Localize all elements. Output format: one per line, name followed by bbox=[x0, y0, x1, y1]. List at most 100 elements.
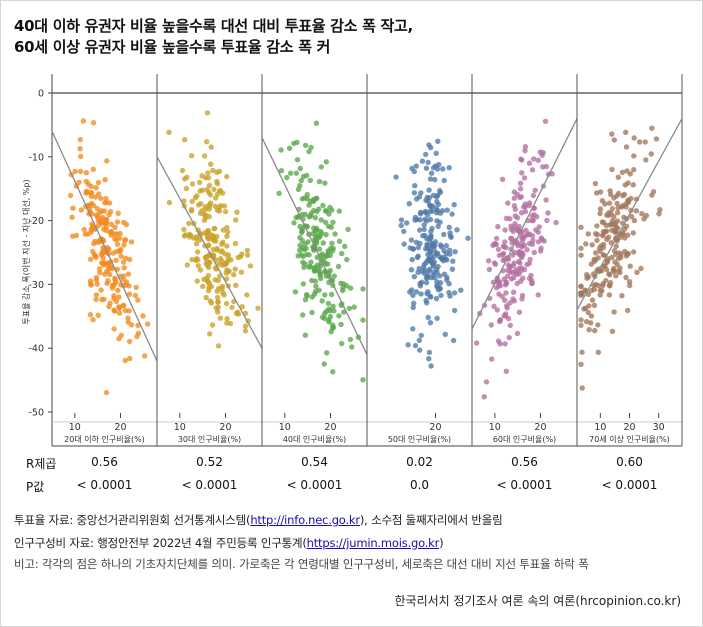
data-point bbox=[424, 242, 430, 248]
x-tick-label: 20 bbox=[219, 422, 231, 433]
data-point bbox=[499, 176, 506, 182]
data-point bbox=[244, 252, 251, 258]
trend-line bbox=[156, 156, 263, 349]
data-point bbox=[114, 236, 120, 243]
data-point bbox=[316, 287, 322, 293]
data-point bbox=[331, 273, 337, 279]
data-point bbox=[232, 240, 239, 247]
source-population-link[interactable]: https://jumin.mois.go.kr bbox=[306, 536, 440, 550]
data-point bbox=[107, 300, 113, 306]
data-point bbox=[641, 216, 647, 222]
data-point bbox=[620, 203, 626, 209]
data-point bbox=[611, 309, 617, 315]
data-point bbox=[638, 265, 644, 272]
data-point bbox=[207, 298, 214, 304]
data-point bbox=[493, 235, 500, 242]
data-point bbox=[224, 173, 230, 180]
data-point bbox=[444, 207, 450, 213]
data-point bbox=[189, 198, 195, 205]
data-point bbox=[213, 238, 219, 244]
data-point bbox=[443, 243, 449, 249]
data-point bbox=[417, 227, 423, 233]
data-point bbox=[614, 200, 620, 207]
data-point bbox=[295, 186, 302, 193]
data-point bbox=[450, 258, 456, 264]
data-point bbox=[592, 180, 599, 187]
data-point bbox=[435, 263, 441, 270]
y-tick-label: 0 bbox=[38, 89, 44, 100]
data-point bbox=[208, 161, 214, 167]
data-point bbox=[300, 259, 306, 265]
data-point bbox=[213, 305, 219, 311]
p-value: < 0.0001 bbox=[496, 478, 553, 492]
data-point bbox=[411, 274, 417, 280]
series-points bbox=[473, 118, 559, 400]
data-point bbox=[88, 183, 94, 190]
data-point bbox=[225, 268, 232, 274]
x-tick-label: 20 bbox=[534, 422, 546, 433]
data-point bbox=[81, 226, 87, 233]
data-point bbox=[428, 294, 434, 300]
r2-label: R제곱 bbox=[26, 457, 57, 471]
data-point bbox=[634, 269, 640, 275]
p-value: < 0.0001 bbox=[601, 478, 658, 492]
data-point bbox=[594, 237, 600, 244]
data-point bbox=[309, 309, 315, 316]
data-point bbox=[441, 271, 448, 277]
data-point bbox=[588, 320, 594, 326]
data-point bbox=[434, 279, 440, 285]
data-point bbox=[316, 246, 323, 252]
x-axis-title: 60대 인구비율(%) bbox=[493, 434, 556, 444]
data-point bbox=[623, 274, 629, 281]
data-point bbox=[234, 209, 240, 215]
data-point bbox=[398, 217, 405, 223]
data-point bbox=[434, 218, 440, 224]
data-point bbox=[83, 170, 90, 176]
data-point bbox=[242, 328, 249, 334]
data-point bbox=[446, 165, 452, 171]
data-point bbox=[225, 229, 231, 235]
data-point bbox=[100, 260, 106, 266]
data-point bbox=[626, 279, 633, 285]
data-point bbox=[410, 246, 416, 252]
data-point bbox=[611, 137, 617, 143]
data-point bbox=[631, 167, 637, 173]
data-point bbox=[193, 241, 200, 247]
data-point bbox=[77, 136, 84, 143]
x-axis-title: 30대 인구비율(%) bbox=[178, 434, 241, 444]
data-point bbox=[183, 185, 190, 192]
data-point bbox=[318, 275, 324, 282]
data-point bbox=[591, 302, 598, 308]
data-point bbox=[413, 239, 420, 245]
source-population: 인구구성비 자료: 행정안전부 2022년 4월 주민등록 인구통계(https… bbox=[14, 535, 444, 551]
data-point bbox=[526, 240, 533, 247]
data-point bbox=[300, 312, 306, 318]
data-point bbox=[93, 274, 100, 281]
data-point bbox=[522, 208, 529, 215]
data-point bbox=[522, 201, 528, 207]
data-point bbox=[427, 320, 434, 326]
data-point bbox=[424, 300, 430, 306]
data-point bbox=[219, 241, 225, 247]
data-point bbox=[519, 265, 525, 271]
data-point bbox=[118, 253, 124, 259]
data-point bbox=[326, 306, 332, 312]
data-point bbox=[215, 299, 221, 306]
data-point bbox=[578, 361, 584, 367]
data-point bbox=[528, 272, 534, 279]
data-point bbox=[653, 136, 660, 142]
data-point bbox=[535, 229, 541, 235]
source-vote-link[interactable]: http://info.nec.go.kr bbox=[250, 513, 360, 527]
data-point bbox=[418, 332, 424, 339]
data-point bbox=[435, 201, 442, 208]
data-point bbox=[609, 131, 615, 137]
r2-value: 0.56 bbox=[91, 455, 118, 469]
data-point bbox=[422, 270, 428, 277]
data-point bbox=[636, 139, 643, 145]
data-point bbox=[529, 280, 535, 286]
data-point bbox=[503, 215, 510, 221]
data-point bbox=[491, 303, 497, 309]
source-population-suffix: ) bbox=[439, 536, 444, 550]
data-point bbox=[519, 170, 525, 176]
data-point bbox=[505, 200, 511, 206]
